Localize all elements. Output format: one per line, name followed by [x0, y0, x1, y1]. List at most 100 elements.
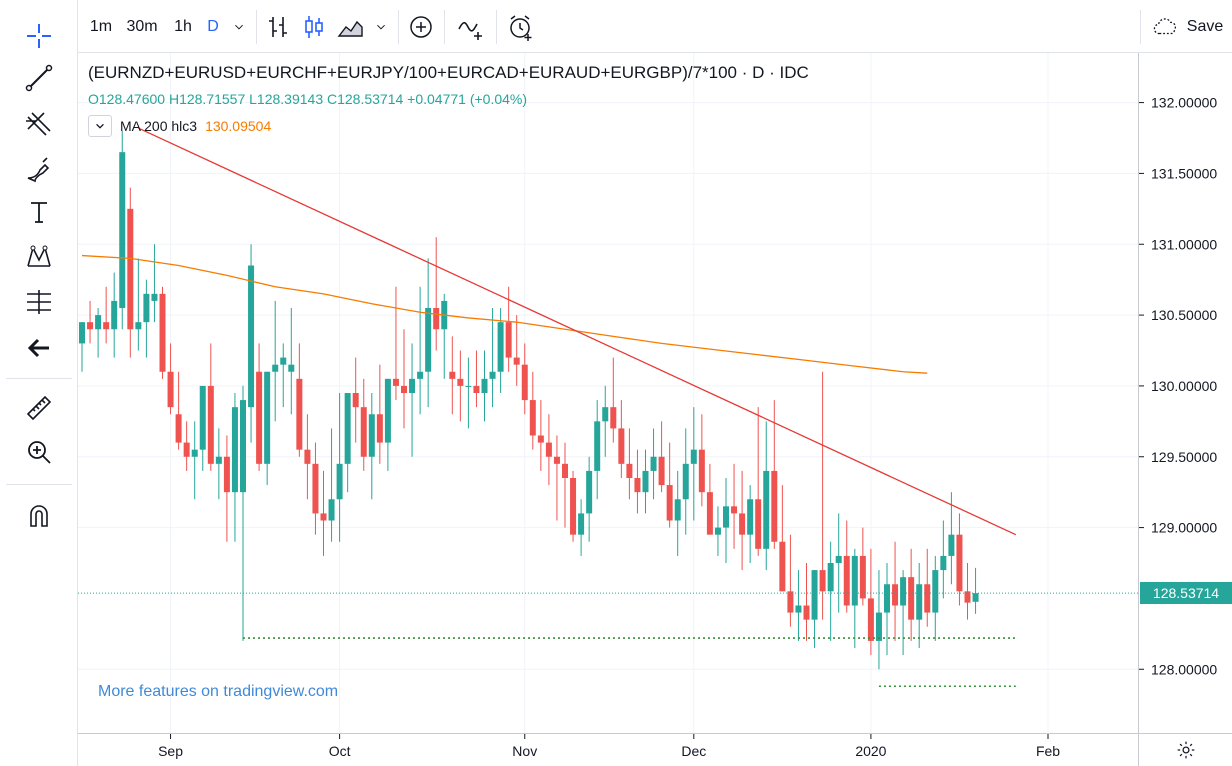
indicators-icon[interactable] — [452, 10, 490, 44]
brush-icon[interactable] — [14, 150, 64, 186]
interval-1m[interactable]: 1m — [89, 18, 113, 35]
candle-body — [803, 605, 810, 620]
candle-body — [932, 570, 939, 613]
save-label: Save — [1186, 18, 1224, 35]
price-tick-label: 128.00000 — [1151, 661, 1217, 677]
trend-line-icon[interactable] — [14, 60, 64, 96]
candle-body — [690, 449, 697, 464]
pattern-icon[interactable] — [14, 238, 64, 274]
text-icon[interactable] — [14, 194, 64, 230]
candle-body — [296, 378, 303, 450]
candle-body — [384, 378, 391, 443]
price-axis[interactable]: 132.00000 131.50000 131.00000 130.50000 130.… — [1138, 53, 1232, 733]
time-axis[interactable]: Sep Oct Nov Dec 2020 Feb — [78, 733, 1138, 766]
candle-body — [95, 315, 102, 330]
ruler-icon[interactable] — [14, 390, 64, 426]
candle-body — [465, 385, 472, 387]
ma-legend[interactable]: MA 200 hlc3 130.09504 — [88, 115, 271, 137]
candle-body — [851, 555, 858, 606]
candle-body — [352, 393, 359, 408]
candle-body — [553, 456, 560, 464]
candle-body — [401, 385, 407, 393]
candle-body — [248, 265, 255, 408]
price-tick-label: 130.50000 — [1151, 307, 1217, 323]
candle-body — [521, 364, 528, 401]
candle-body — [505, 322, 512, 358]
candle-body — [497, 322, 504, 372]
candle-body — [634, 478, 641, 493]
candle-body — [714, 527, 721, 535]
candle-body — [272, 364, 279, 372]
candle-body — [449, 371, 456, 379]
trend-line — [138, 127, 1017, 536]
candle-body — [425, 308, 432, 372]
candle-body — [723, 506, 729, 528]
measure-range-icon[interactable] — [14, 284, 64, 320]
interval-1h[interactable]: 1h — [174, 18, 192, 35]
save-button[interactable]: Save — [1146, 10, 1228, 44]
candles-icon[interactable] — [298, 10, 330, 44]
ma200-line — [81, 254, 928, 374]
candle-body — [610, 407, 617, 429]
candle-body — [916, 584, 923, 620]
pitchfork-icon[interactable] — [14, 106, 64, 142]
settings-button[interactable] — [1138, 733, 1232, 766]
candle-body — [207, 385, 214, 464]
candle-body — [368, 414, 375, 457]
candle-body — [392, 378, 399, 386]
price-chart[interactable] — [78, 53, 1138, 733]
candle-body — [489, 371, 496, 379]
candle-body — [320, 513, 327, 521]
candle-body — [103, 322, 110, 330]
candle-body — [562, 463, 568, 478]
candle-body — [433, 308, 440, 330]
candle-body — [698, 449, 705, 493]
chart-pane[interactable]: (EURNZD+EURUSD+EURCHF+EURJPY/100+EURCAD+… — [78, 53, 1138, 733]
candle-body — [682, 463, 689, 500]
add-compare-icon[interactable] — [404, 10, 438, 44]
magnet-icon[interactable] — [14, 498, 64, 534]
bar-chart-icon[interactable] — [262, 10, 294, 44]
price-tick-label: 132.00000 — [1151, 95, 1217, 111]
candle-body — [618, 428, 625, 464]
zoom-in-icon[interactable] — [14, 434, 64, 470]
gear-icon — [1177, 741, 1194, 759]
candle-body — [956, 534, 963, 592]
candle-body — [570, 478, 577, 535]
candle-body — [586, 470, 593, 514]
candle-body — [304, 449, 311, 464]
candle-body — [119, 152, 126, 308]
candle-body — [827, 563, 834, 592]
candle-body — [457, 378, 464, 386]
candle-body — [940, 555, 947, 571]
interval-d[interactable]: D — [207, 18, 219, 35]
top-toolbar: 1m 30m 1h D Save — [78, 0, 1232, 53]
candle-body — [650, 456, 657, 471]
alert-icon[interactable] — [502, 10, 540, 44]
candle-body — [111, 300, 118, 330]
candle-body — [143, 293, 150, 323]
chevron-down-icon[interactable] — [228, 10, 250, 44]
chart-type-chevron-icon[interactable] — [370, 10, 392, 44]
candle-body — [256, 371, 263, 464]
last-price-label: 128.53714 — [1140, 582, 1232, 605]
interval-30m[interactable]: 30m — [126, 18, 158, 35]
price-tick-label: 130.00000 — [1151, 378, 1217, 394]
candle-body — [747, 499, 754, 535]
symbol-title[interactable]: (EURNZD+EURUSD+EURCHF+EURJPY/100+EURCAD+… — [88, 63, 809, 82]
ma-value: 130.09504 — [205, 118, 272, 134]
candle-body — [191, 449, 198, 457]
candle-body — [578, 513, 585, 535]
candle-body — [87, 322, 94, 330]
candle-body — [771, 470, 778, 542]
watermark-link[interactable]: More features on tradingview.com — [98, 683, 339, 700]
candle-body — [900, 577, 907, 606]
candle-body — [626, 463, 633, 478]
crosshair-icon[interactable] — [14, 18, 64, 54]
candle-body — [481, 378, 488, 393]
collapse-legend-button[interactable] — [88, 115, 112, 137]
candle-body — [819, 570, 826, 592]
back-arrow-icon[interactable] — [14, 330, 64, 366]
area-chart-icon[interactable] — [334, 10, 366, 44]
candle-body — [264, 371, 271, 464]
